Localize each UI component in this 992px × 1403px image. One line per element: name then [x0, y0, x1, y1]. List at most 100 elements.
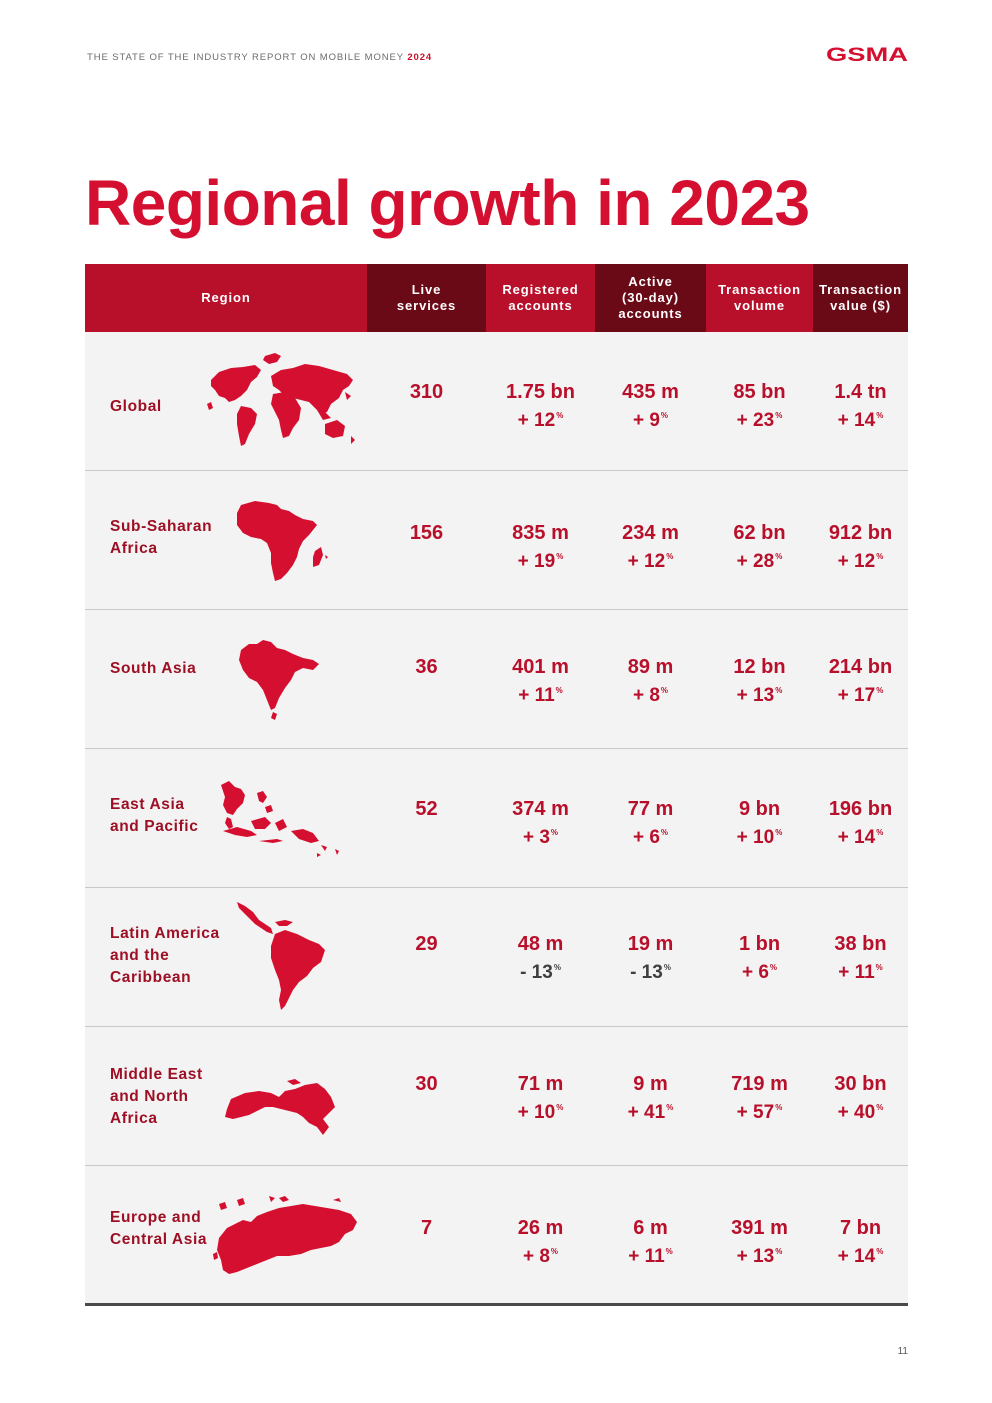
transaction-volume-growth-number: + 13	[736, 685, 775, 706]
latin-america-map-icon	[237, 902, 325, 1010]
region-cell: Middle East and North Africa	[85, 1027, 367, 1165]
transaction-value-growth-number: + 14	[837, 410, 876, 431]
active-accounts-growth-number: + 6	[632, 827, 660, 848]
running-year: 2024	[407, 52, 433, 63]
registered-accounts-growth-number: + 12	[517, 410, 556, 431]
percent-sign: %	[556, 552, 564, 561]
east-asia-pacific-map-icon	[221, 781, 339, 857]
active-accounts-growth-number: - 13	[630, 962, 663, 983]
transaction-volume-cell: 85 bn + 23%	[706, 332, 813, 470]
percent-sign: %	[769, 963, 778, 972]
active-accounts-cell: 77 m + 6%	[595, 749, 706, 887]
transaction-value-value: 7 bn	[839, 1217, 882, 1239]
percent-sign: %	[775, 411, 783, 420]
registered-accounts-growth: + 11%	[518, 679, 563, 708]
live-services-cell: 310	[367, 332, 486, 470]
transaction-volume-growth: + 23%	[737, 404, 783, 433]
transaction-value-cell: 214 bn + 17%	[813, 610, 908, 748]
active-accounts-growth-number: + 9	[632, 410, 660, 431]
transaction-value-growth: + 14%	[838, 1240, 884, 1269]
header-transaction-value: Transaction value ($)	[813, 264, 908, 332]
middle-east-north-africa-map-icon	[225, 1079, 335, 1135]
registered-accounts-growth: + 8%	[523, 1240, 558, 1269]
registered-accounts-cell: 48 m- 13%	[486, 888, 595, 1026]
active-accounts-growth: + 41%	[628, 1096, 674, 1125]
percent-sign: %	[660, 828, 669, 837]
percent-sign: %	[876, 1103, 884, 1112]
percent-sign: %	[556, 1103, 564, 1112]
gsma-logo-text: GSMA	[826, 45, 908, 64]
percent-sign: %	[875, 963, 883, 972]
running-title: THE STATE OF THE INDUSTRY REPORT ON MOBI…	[87, 52, 404, 63]
transaction-volume-value: 1 bn	[738, 933, 781, 955]
live-services-cell: 30	[367, 1027, 486, 1165]
active-accounts-growth-number: + 11	[628, 1246, 665, 1267]
registered-accounts-cell: 401 m + 11%	[486, 610, 595, 748]
transaction-value-value: 38 bn	[834, 933, 887, 955]
active-accounts-growth: - 13%	[630, 956, 671, 985]
registered-accounts-growth-number: + 10	[517, 1102, 556, 1123]
live-services-cell: 29	[367, 888, 486, 1026]
header-transaction-value-text: Transaction value ($)	[819, 282, 902, 313]
transaction-volume-growth-number: + 57	[736, 1102, 775, 1123]
page-title: Regional growth in 2023	[85, 167, 810, 239]
transaction-value-growth: + 11%	[838, 956, 883, 985]
active-accounts-cell: 19 m- 13%	[595, 888, 706, 1026]
active-accounts-growth: + 9%	[633, 404, 668, 433]
region-name: South Asia	[110, 660, 197, 677]
region-cell: Latin America and the Caribbean	[85, 888, 367, 1026]
table-row: Global 310 1.75 bn + 12% 435 m + 9% 85 bn + 23%…	[85, 332, 908, 471]
percent-sign: %	[550, 828, 559, 837]
active-accounts-value: 435 m	[622, 381, 679, 403]
transaction-volume-growth: + 13%	[737, 1240, 783, 1269]
live-services-value: 29	[415, 933, 438, 955]
registered-accounts-value: 374 m	[512, 798, 569, 820]
registered-accounts-growth: + 19%	[518, 545, 564, 574]
active-accounts-cell: 234 m + 12%	[595, 471, 706, 609]
region-cell: South Asia	[85, 610, 367, 748]
world-map-icon	[207, 353, 355, 446]
live-services-value: 156	[409, 522, 444, 544]
table-row: Latin America and the Caribbean 29 48 m- 1…	[85, 888, 908, 1027]
transaction-value-growth: + 12%	[838, 545, 884, 574]
transaction-volume-cell: 12 bn + 13%	[706, 610, 813, 748]
live-services-cell: 36	[367, 610, 486, 748]
header-transaction-volume-text: Transaction volume	[718, 282, 801, 313]
transaction-volume-growth: + 28%	[737, 545, 783, 574]
registered-accounts-growth-number: + 19	[517, 551, 556, 572]
percent-sign: %	[775, 1103, 783, 1112]
live-services-cell: 156	[367, 471, 486, 609]
registered-accounts-growth-number: + 8	[522, 1246, 550, 1267]
transaction-volume-growth: + 57%	[737, 1096, 783, 1125]
transaction-volume-growth-number: + 13	[736, 1246, 775, 1267]
registered-accounts-value: 48 m	[517, 933, 564, 955]
transaction-volume-cell: 9 bn + 10%	[706, 749, 813, 887]
transaction-volume-value: 62 bn	[733, 522, 786, 544]
registered-accounts-growth: + 10%	[518, 1096, 564, 1125]
header-active-accounts-text: Active (30-day) accounts	[618, 274, 683, 321]
south-asia-map-icon	[239, 640, 319, 720]
registered-accounts-cell: 374 m + 3%	[486, 749, 595, 887]
header-registered-accounts-text: Registered accounts	[502, 282, 579, 313]
percent-sign: %	[555, 686, 563, 695]
live-services-value: 30	[415, 1073, 438, 1095]
percent-sign: %	[876, 411, 884, 420]
registered-accounts-cell: 1.75 bn + 12%	[486, 332, 595, 470]
table-row: East Asia and Pacific 52 374 m + 3% 77 m + 6%…	[85, 749, 908, 888]
active-accounts-growth: + 11%	[628, 1240, 673, 1269]
active-accounts-growth: + 8%	[633, 679, 668, 708]
transaction-value-growth-number: + 14	[837, 827, 876, 848]
transaction-volume-value: 9 bn	[738, 798, 781, 820]
header-live-services: Live services	[367, 264, 486, 332]
percent-sign: %	[665, 1247, 673, 1256]
transaction-volume-value: 719 m	[731, 1073, 788, 1095]
percent-sign: %	[775, 686, 783, 695]
live-services-cell: 52	[367, 749, 486, 887]
transaction-value-growth: + 17%	[838, 679, 884, 708]
region-name: Middle East and North Africa	[110, 1066, 203, 1127]
transaction-volume-value: 391 m	[731, 1217, 788, 1239]
transaction-volume-growth: + 13%	[737, 679, 783, 708]
table-row: Middle East and North Africa 30 71 m + 10% 9…	[85, 1027, 908, 1166]
transaction-volume-growth-number: + 23	[736, 410, 775, 431]
transaction-volume-growth-number: + 6	[741, 962, 769, 983]
